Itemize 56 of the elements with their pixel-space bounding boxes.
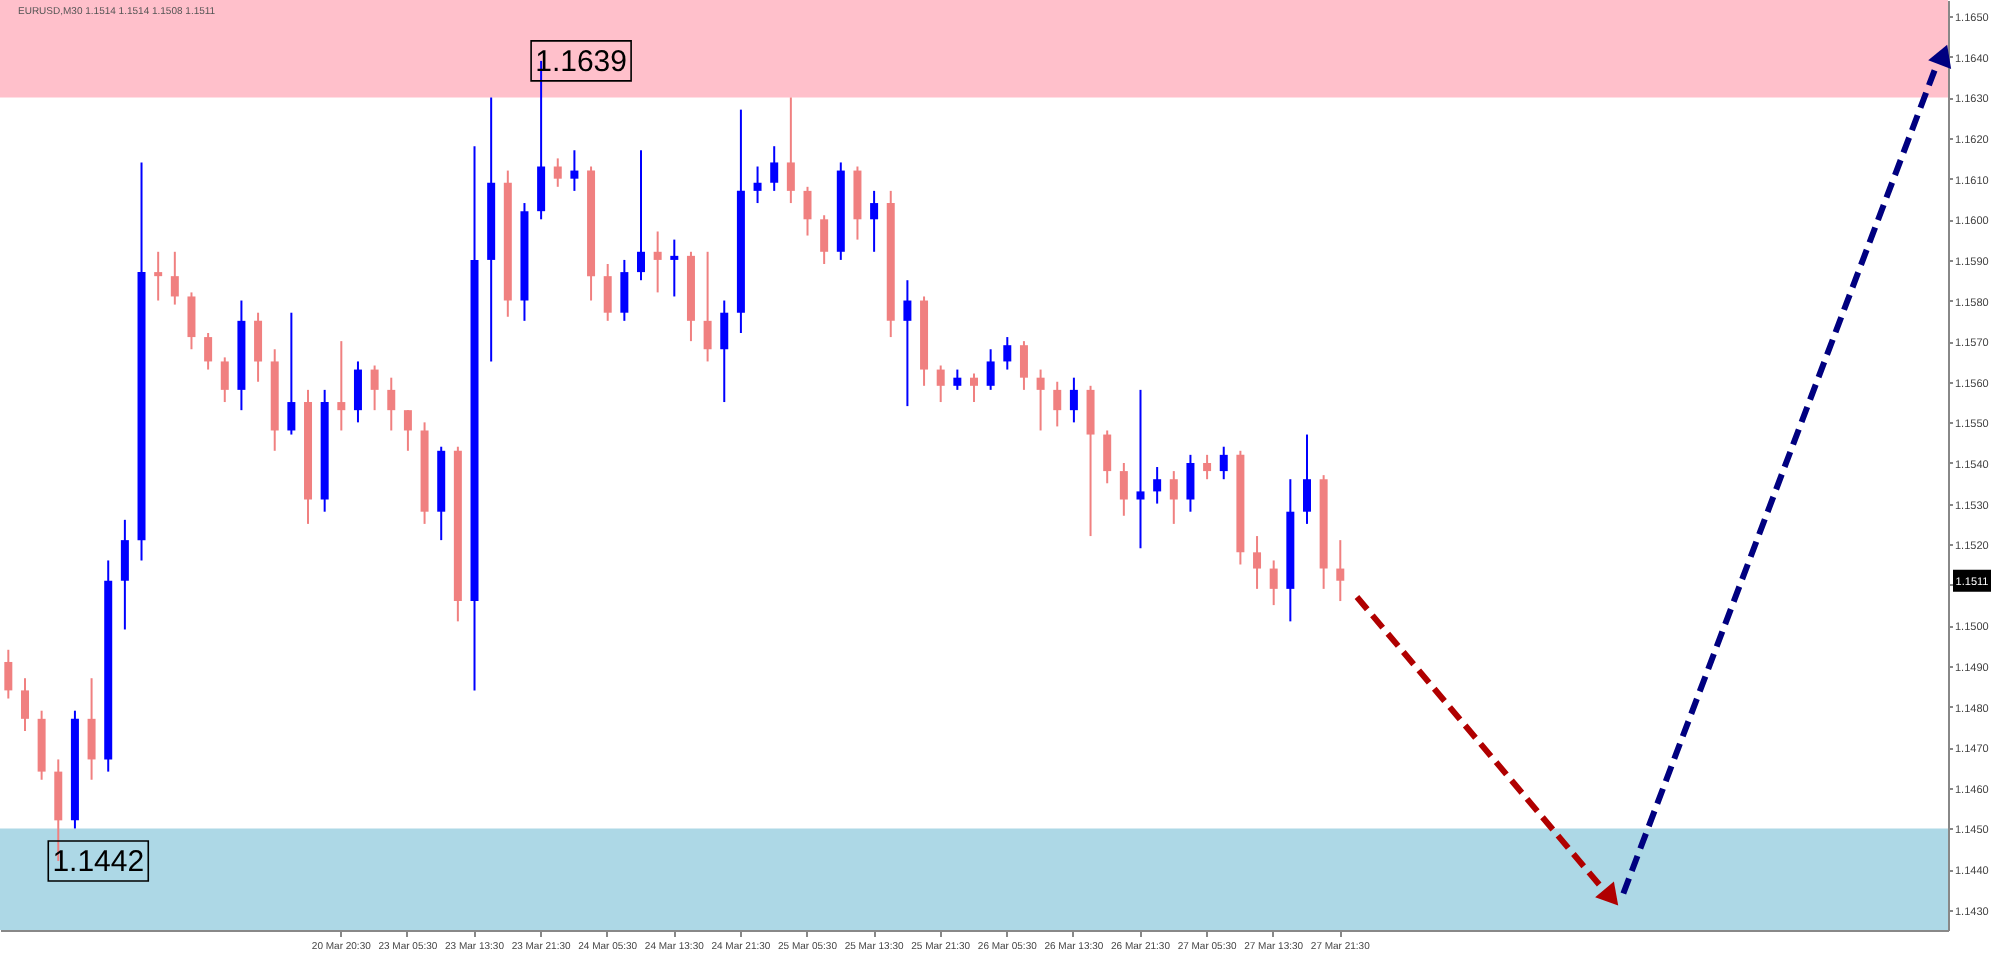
candlestick	[1219, 445, 1228, 481]
candlestick	[786, 96, 795, 205]
candlestick	[1203, 453, 1212, 481]
candlestick	[570, 149, 579, 192]
candlestick	[170, 250, 179, 306]
candlestick	[254, 311, 263, 383]
candlestick	[1119, 461, 1128, 517]
candlestick	[87, 677, 96, 781]
candlestick	[1136, 388, 1145, 550]
candlestick	[187, 291, 196, 351]
candlestick	[1253, 535, 1262, 590]
candlestick	[620, 258, 629, 322]
candlestick	[637, 149, 646, 282]
candlestick	[870, 189, 879, 253]
candlestick	[1003, 336, 1012, 371]
candlestick	[970, 372, 978, 404]
candlestick	[353, 360, 362, 424]
candlestick	[403, 409, 412, 452]
candlestick	[903, 279, 912, 408]
candlestick	[770, 145, 779, 192]
candlestick	[936, 364, 945, 404]
candlestick	[1269, 559, 1278, 607]
candlestick	[204, 332, 213, 371]
candlestick	[337, 340, 346, 432]
candlestick	[753, 165, 762, 205]
candlestick	[670, 238, 679, 298]
annotation: 1.1639	[535, 44, 627, 79]
annotation: 1.1442	[52, 844, 145, 879]
candlestick	[1336, 539, 1345, 603]
candlestick	[953, 368, 962, 391]
candlestick	[1086, 384, 1095, 538]
candlestick	[720, 299, 729, 404]
candlestick	[803, 185, 812, 237]
candlestick	[1036, 368, 1045, 432]
candlestick	[1153, 466, 1162, 505]
candlestick	[653, 230, 662, 294]
candlestick	[703, 250, 712, 363]
candlestick	[4, 648, 13, 700]
candlestick	[370, 364, 379, 412]
candlestick	[154, 250, 163, 302]
candlestick	[387, 376, 396, 432]
candlestick	[220, 356, 229, 404]
candlestick	[553, 157, 562, 188]
candlestick	[1069, 376, 1078, 424]
candlestick	[1019, 340, 1028, 391]
candlestick	[120, 518, 129, 631]
candlestick	[1169, 470, 1178, 525]
candlestick	[20, 677, 29, 732]
candlestick	[1053, 380, 1062, 428]
candlestick	[287, 311, 296, 436]
candlestick	[1302, 433, 1311, 525]
candlestick	[603, 262, 612, 322]
candlestick	[986, 348, 995, 391]
candlestick	[1103, 429, 1112, 485]
candlestick	[820, 214, 829, 265]
candlestick	[1186, 453, 1195, 513]
